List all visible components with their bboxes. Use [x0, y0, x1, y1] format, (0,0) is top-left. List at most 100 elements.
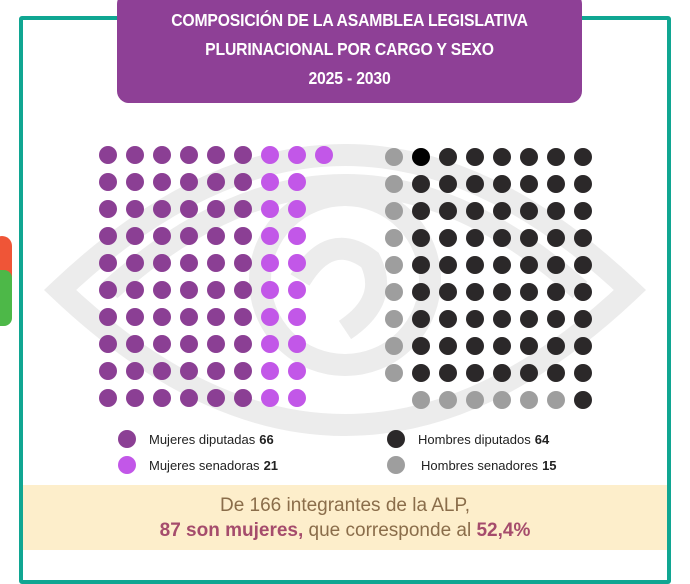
dot-mujer-diputada — [234, 200, 252, 218]
dot-mujer-senadora — [288, 146, 306, 164]
dot-hombre-diputado — [493, 283, 511, 301]
dot-mujer-diputada — [99, 173, 117, 191]
dot-hombre-diputado — [493, 364, 511, 382]
dot-mujer-senadora — [261, 227, 279, 245]
dot-hombre-diputado — [412, 364, 430, 382]
dot-mujer-diputada — [234, 308, 252, 326]
dot-hombre-diputado — [466, 364, 484, 382]
dot-hombre-diputado — [466, 202, 484, 220]
dot-hombre-diputado — [466, 175, 484, 193]
dot-mujer-diputada — [99, 146, 117, 164]
dot-hombre-diputado — [547, 175, 565, 193]
dot-hombre-diputado — [574, 337, 592, 355]
dot-hombre-diputado — [574, 364, 592, 382]
summary-text: De 166 integrantes de la ALP, 87 son muj… — [0, 493, 690, 543]
dot-mujer-diputada — [126, 173, 144, 191]
dot-mujer-senadora — [288, 200, 306, 218]
dot-hombre-diputado — [520, 202, 538, 220]
dot-hombre-diputado — [412, 229, 430, 247]
summary-percentage: 52,4% — [476, 520, 531, 541]
dot-mujer-senadora — [261, 308, 279, 326]
dot-mujer-senadora — [261, 362, 279, 380]
dot-hombre-diputado — [439, 364, 457, 382]
dot-hombre-diputado — [574, 391, 592, 409]
dot-hombre-senador — [520, 391, 538, 409]
dot-mujer-diputada — [153, 281, 171, 299]
dot-hombre-diputado — [574, 310, 592, 328]
dot-hombre-diputado — [466, 283, 484, 301]
dot-mujer-diputada — [99, 254, 117, 272]
dot-mujer-senadora — [315, 146, 333, 164]
dot-hombre-diputado — [439, 310, 457, 328]
dot-mujer-senadora — [261, 335, 279, 353]
dot-mujer-diputada — [180, 227, 198, 245]
dot-hombre-diputado — [466, 337, 484, 355]
dot-mujer-diputada — [180, 362, 198, 380]
dot-hombre-diputado — [547, 148, 565, 166]
dot-hombre-diputado — [412, 337, 430, 355]
dot-hombre-diputado — [493, 256, 511, 274]
dot-mujer-diputada — [99, 308, 117, 326]
dot-hombre-diputado — [493, 337, 511, 355]
dot-mujer-senadora — [261, 200, 279, 218]
dot-hombre-senador — [385, 202, 403, 220]
dot-hombre-diputado — [574, 148, 592, 166]
dot-hombre-senador — [385, 256, 403, 274]
dot-mujer-diputada — [207, 335, 225, 353]
legend-hombres-senadores: Hombres senadores 15 — [387, 456, 557, 474]
legend-hombres-diputados: Hombres diputados 64 — [387, 430, 549, 448]
dot-mujer-diputada — [126, 362, 144, 380]
dot-mujer-diputada — [207, 254, 225, 272]
dot-hombre-senador — [385, 310, 403, 328]
dot-hombre-diputado — [520, 148, 538, 166]
legend-value: 21 — [263, 457, 279, 473]
dot-mujer-diputada — [99, 389, 117, 407]
dot-mujer-diputada — [99, 227, 117, 245]
dot-mujer-diputada — [207, 308, 225, 326]
legend-label: Hombres diputados — [418, 431, 531, 447]
dot-mujer-diputada — [234, 146, 252, 164]
legend-label: Hombres senadores — [421, 457, 539, 473]
dot-hombre-diputado — [547, 364, 565, 382]
dot-mujer-diputada — [234, 254, 252, 272]
dot-mujer-diputada — [153, 389, 171, 407]
summary-line-1: De 166 integrantes de la ALP, — [219, 495, 470, 516]
dot-mujer-senadora — [261, 146, 279, 164]
dot-mujer-diputada — [153, 254, 171, 272]
title-line-2: PLURINACIONAL POR CARGO Y SEXO — [205, 39, 494, 59]
legend-value: 15 — [542, 457, 557, 473]
dot-mujer-diputada — [153, 146, 171, 164]
legend-swatch — [118, 456, 136, 474]
dot-hombre-diputado — [547, 202, 565, 220]
legend-value: 64 — [534, 431, 550, 447]
dot-mujer-diputada — [153, 200, 171, 218]
dot-hombre-senador — [466, 391, 484, 409]
dot-mujer-diputada — [207, 173, 225, 191]
dot-hombre-senador — [439, 391, 457, 409]
dot-mujer-diputada — [234, 227, 252, 245]
summary-band — [23, 485, 667, 550]
dot-hombre-diputado — [412, 148, 430, 166]
dot-mujer-senadora — [288, 389, 306, 407]
dot-mujer-diputada — [126, 389, 144, 407]
legend-swatch — [387, 456, 405, 474]
dot-hombre-diputado — [520, 337, 538, 355]
summary-line-2: 87 son mujeres, que corresponde al 52,4% — [0, 518, 690, 543]
dot-mujer-diputada — [180, 281, 198, 299]
dot-hombre-senador — [385, 175, 403, 193]
dot-mujer-diputada — [234, 362, 252, 380]
dot-hombre-diputado — [547, 310, 565, 328]
legend-label: Mujeres senadoras — [149, 457, 260, 473]
dot-hombre-diputado — [574, 283, 592, 301]
dot-mujer-diputada — [234, 389, 252, 407]
dot-mujer-diputada — [153, 173, 171, 191]
dot-mujer-diputada — [180, 254, 198, 272]
dot-mujer-diputada — [99, 335, 117, 353]
dot-hombre-diputado — [574, 229, 592, 247]
dot-mujer-senadora — [288, 173, 306, 191]
legend-label: Mujeres diputadas — [149, 431, 256, 447]
dot-mujer-diputada — [180, 335, 198, 353]
dot-hombre-diputado — [439, 175, 457, 193]
summary-mid: que corresponde al — [303, 520, 477, 541]
title-banner: COMPOSICIÓN DE LA ASAMBLEA LEGISLATIVA P… — [117, 0, 582, 103]
